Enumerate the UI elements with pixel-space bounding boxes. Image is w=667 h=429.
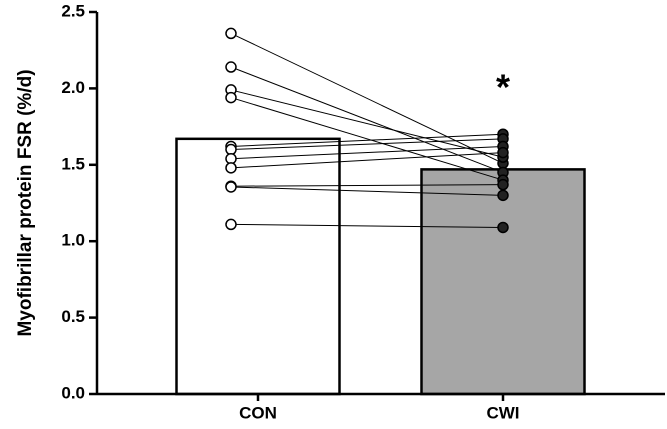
x-tick-label: CWI	[486, 403, 519, 422]
pair-line	[230, 186, 504, 196]
con-point	[225, 27, 237, 40]
con-point	[225, 218, 237, 231]
pair-line	[230, 152, 504, 169]
con-point	[225, 91, 237, 104]
pair-line	[230, 32, 504, 164]
y-axis-label: Myofibrillar protein FSR (%/d)	[15, 69, 36, 336]
con-point	[225, 162, 237, 174]
y-tick-label: 1.0	[61, 231, 85, 250]
pair-line	[230, 223, 504, 228]
cwi-point	[497, 146, 509, 159]
bar	[420, 168, 586, 396]
y-tick-label: 1.5	[61, 154, 85, 173]
pair-line	[230, 89, 504, 158]
pair-line	[230, 133, 504, 147]
pair-line	[230, 138, 504, 151]
bar	[175, 137, 341, 396]
annotation: *	[496, 67, 510, 108]
cwi-point	[497, 189, 509, 202]
y-tick-label: 2.5	[61, 1, 85, 20]
cwi-point	[497, 221, 509, 234]
con-point	[225, 61, 237, 73]
y-tick-label: 2.0	[61, 78, 85, 97]
pair-line	[230, 145, 504, 160]
y-tick-label: 0.0	[61, 383, 85, 402]
y-tick-label: 0.5	[61, 307, 85, 326]
x-tick-label: CON	[239, 403, 277, 422]
cwi-point	[497, 178, 509, 191]
con-point	[225, 181, 237, 193]
pair-line	[230, 184, 504, 187]
pair-line	[230, 97, 504, 181]
